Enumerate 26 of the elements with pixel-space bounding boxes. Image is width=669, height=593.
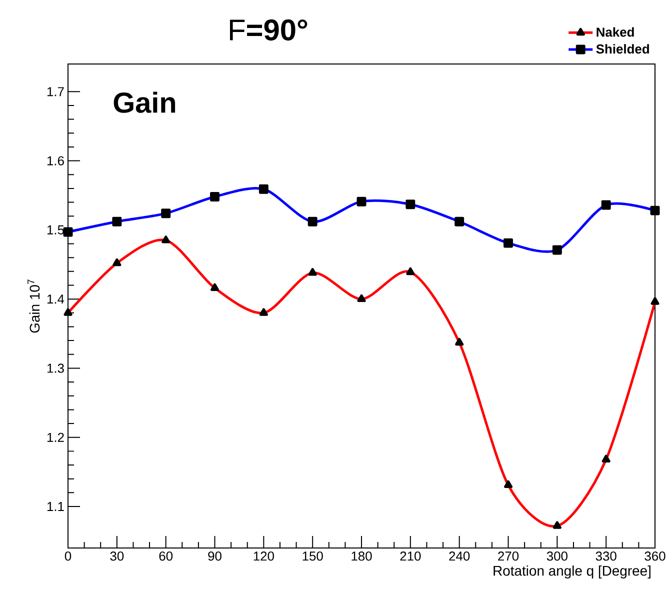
x-tick-label: 180 <box>352 552 372 561</box>
x-tick-label: 270 <box>498 552 519 561</box>
x-tick-label: 360 <box>644 552 666 561</box>
x-tick-label: 0 <box>64 552 72 561</box>
y-tick-label: 1.6 <box>47 156 64 166</box>
y-tick-label: 1.5 <box>47 225 64 234</box>
y-tick-label: 1.3 <box>47 364 64 373</box>
x-tick-label: 60 <box>159 552 173 561</box>
y-axis-title: Gain 10$^{7}$ <box>28 280 40 333</box>
x-axis-title: Rotation angle q [Degree] <box>494 566 650 578</box>
chart-title: F=90° <box>230 19 308 41</box>
x-tick-label: 240 <box>449 552 470 561</box>
x-tick-label: 330 <box>596 552 616 561</box>
y-tick-label: 1.1 <box>47 502 64 511</box>
x-tick-label: 300 <box>546 552 568 561</box>
x-tick-label: 150 <box>302 552 323 561</box>
x-tick-label: 210 <box>400 552 421 561</box>
legend-label: Naked <box>596 27 634 37</box>
y-tick-label: 1.2 <box>47 432 64 442</box>
legend-label: Shielded <box>596 44 649 54</box>
x-tick-label: 90 <box>208 552 222 561</box>
x-tick-label: 120 <box>254 552 274 561</box>
x-tick-label: 30 <box>110 552 124 561</box>
y-tick-label: 1.4 <box>47 294 64 304</box>
annotation: Gain <box>114 92 176 113</box>
y-tick-label: 1.7 <box>47 87 64 96</box>
